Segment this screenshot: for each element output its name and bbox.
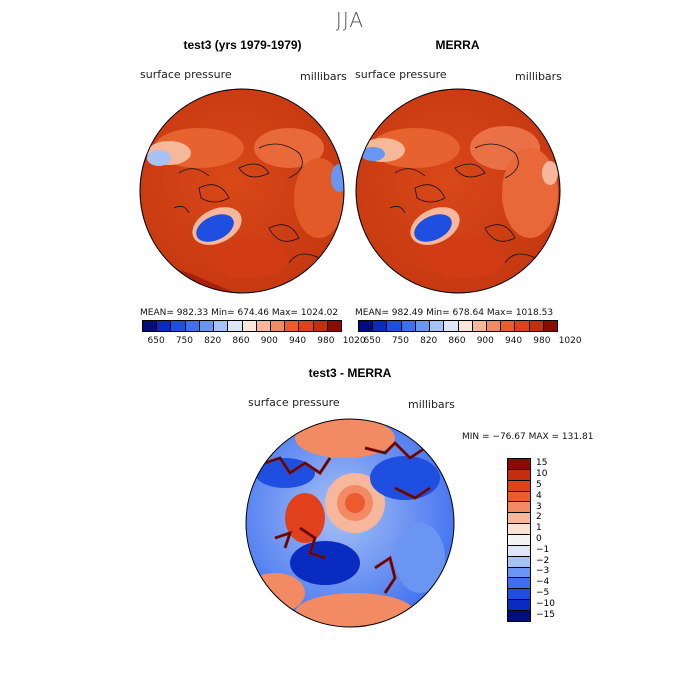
colorbar-swatch — [529, 321, 544, 331]
diff-map — [245, 418, 455, 628]
colorbar-swatch — [401, 321, 416, 331]
colorbar-swatch — [430, 321, 445, 331]
figure-title: JJA — [335, 8, 365, 32]
colorbar-swatch — [508, 567, 530, 579]
colorbar-tick-label: 820 — [420, 336, 438, 346]
colorbar-tick-label: 10 — [536, 469, 548, 480]
colorbar-swatch — [444, 321, 459, 331]
right-map — [355, 88, 561, 294]
diff-stats: MIN = −76.67 MAX = 131.81 — [462, 432, 594, 442]
colorbar-tick-label: 900 — [476, 336, 494, 346]
left-stats: MEAN= 982.33 Min= 674.46 Max= 1024.02 — [140, 308, 339, 318]
colorbar-tick-label: 650 — [147, 336, 165, 346]
colorbar-swatch — [508, 469, 530, 481]
diff-panel-title: test3 - MERRA — [308, 366, 392, 380]
colorbar-tick-label: 3 — [536, 501, 542, 512]
left-units-label: millibars — [300, 70, 347, 83]
colorbar-tick-label: 940 — [288, 336, 307, 346]
colorbar-swatch — [508, 578, 530, 590]
colorbar-swatch — [373, 321, 388, 331]
colorbar-tick-label: 980 — [533, 336, 551, 346]
colorbar-swatch — [458, 321, 473, 331]
colorbar-swatch — [508, 611, 530, 621]
diff-var-label: surface pressure — [248, 396, 340, 409]
colorbar-tick-label: 5 — [536, 480, 542, 490]
colorbar-swatch — [508, 491, 530, 503]
colorbar-swatch — [327, 321, 342, 331]
colorbar-tick-label: −10 — [536, 598, 555, 609]
colorbar-swatch — [185, 321, 200, 331]
colorbar-swatch — [285, 321, 300, 331]
left-panel-title: test3 (yrs 1979-1979) — [183, 38, 302, 52]
right-colorbar — [358, 320, 558, 332]
colorbar-swatch — [508, 535, 530, 546]
colorbar-tick-label: −1 — [536, 544, 550, 555]
colorbar-swatch — [256, 321, 271, 331]
left-map — [139, 88, 345, 294]
colorbar-swatch — [199, 321, 215, 331]
right-stats: MEAN= 982.49 Min= 678.64 Max= 1018.53 — [355, 308, 554, 318]
right-colorbar-ticks: 650 750 820 860 900 940 980 1020 — [358, 336, 582, 348]
colorbar-tick-label: 15 — [536, 458, 548, 469]
colorbar-swatch — [543, 321, 558, 331]
colorbar-tick-label: 860 — [232, 336, 250, 346]
colorbar-tick-label: 2 — [536, 512, 542, 523]
colorbar-swatch — [508, 545, 530, 557]
colorbar-swatch — [270, 321, 286, 331]
left-colorbar — [142, 320, 342, 332]
colorbar-swatch — [486, 321, 502, 331]
colorbar-swatch — [472, 321, 487, 331]
left-colorbar-ticks: 650 750 820 860 900 940 980 1020 — [142, 336, 366, 348]
colorbar-tick-label: 1020 — [558, 336, 582, 346]
colorbar-tick-label: 900 — [260, 336, 278, 346]
colorbar-swatch — [228, 321, 243, 331]
colorbar-tick-label: 980 — [317, 336, 335, 346]
colorbar-swatch — [508, 524, 530, 536]
colorbar-swatch — [501, 321, 516, 331]
colorbar-swatch — [508, 513, 530, 525]
colorbar-swatch — [508, 459, 530, 470]
diff-colorbar — [507, 458, 531, 622]
colorbar-swatch — [508, 502, 530, 514]
colorbar-tick-label: 940 — [504, 336, 523, 346]
colorbar-tick-label: 4 — [536, 490, 542, 501]
colorbar-swatch — [214, 321, 229, 331]
colorbar-swatch — [515, 321, 530, 331]
colorbar-tick-label: −5 — [536, 588, 550, 598]
right-units-label: millibars — [515, 70, 562, 83]
colorbar-tick-label: −2 — [536, 555, 550, 566]
colorbar-swatch — [508, 589, 530, 601]
colorbar-tick-label: 860 — [448, 336, 466, 346]
colorbar-swatch — [387, 321, 402, 331]
right-var-label: surface pressure — [355, 68, 447, 81]
colorbar-swatch — [359, 321, 374, 331]
colorbar-swatch — [508, 556, 530, 568]
colorbar-tick-label: 1020 — [342, 336, 366, 346]
colorbar-tick-label: 750 — [175, 336, 194, 346]
colorbar-tick-label: 820 — [204, 336, 222, 346]
colorbar-swatch — [299, 321, 314, 331]
colorbar-tick-label: −15 — [536, 609, 555, 620]
right-panel-title: MERRA — [435, 38, 480, 52]
colorbar-swatch — [242, 321, 257, 331]
diff-colorbar-ticks: 15 10 5 4 3 2 1 0 −1 −2 −3 −4 −5 −10 −15 — [536, 458, 566, 620]
diff-units-label: millibars — [408, 398, 455, 411]
colorbar-tick-label: −3 — [536, 566, 550, 577]
colorbar-swatch — [171, 321, 186, 331]
colorbar-swatch — [415, 321, 431, 331]
left-var-label: surface pressure — [140, 68, 232, 81]
colorbar-tick-label: 0 — [536, 534, 542, 544]
colorbar-tick-label: −4 — [536, 577, 550, 588]
colorbar-tick-label: 1 — [536, 523, 542, 534]
colorbar-swatch — [143, 321, 158, 331]
colorbar-swatch — [313, 321, 328, 331]
colorbar-tick-label: 650 — [363, 336, 381, 346]
colorbar-swatch — [157, 321, 172, 331]
colorbar-swatch — [508, 480, 530, 492]
colorbar-swatch — [508, 600, 530, 612]
colorbar-tick-label: 750 — [391, 336, 410, 346]
